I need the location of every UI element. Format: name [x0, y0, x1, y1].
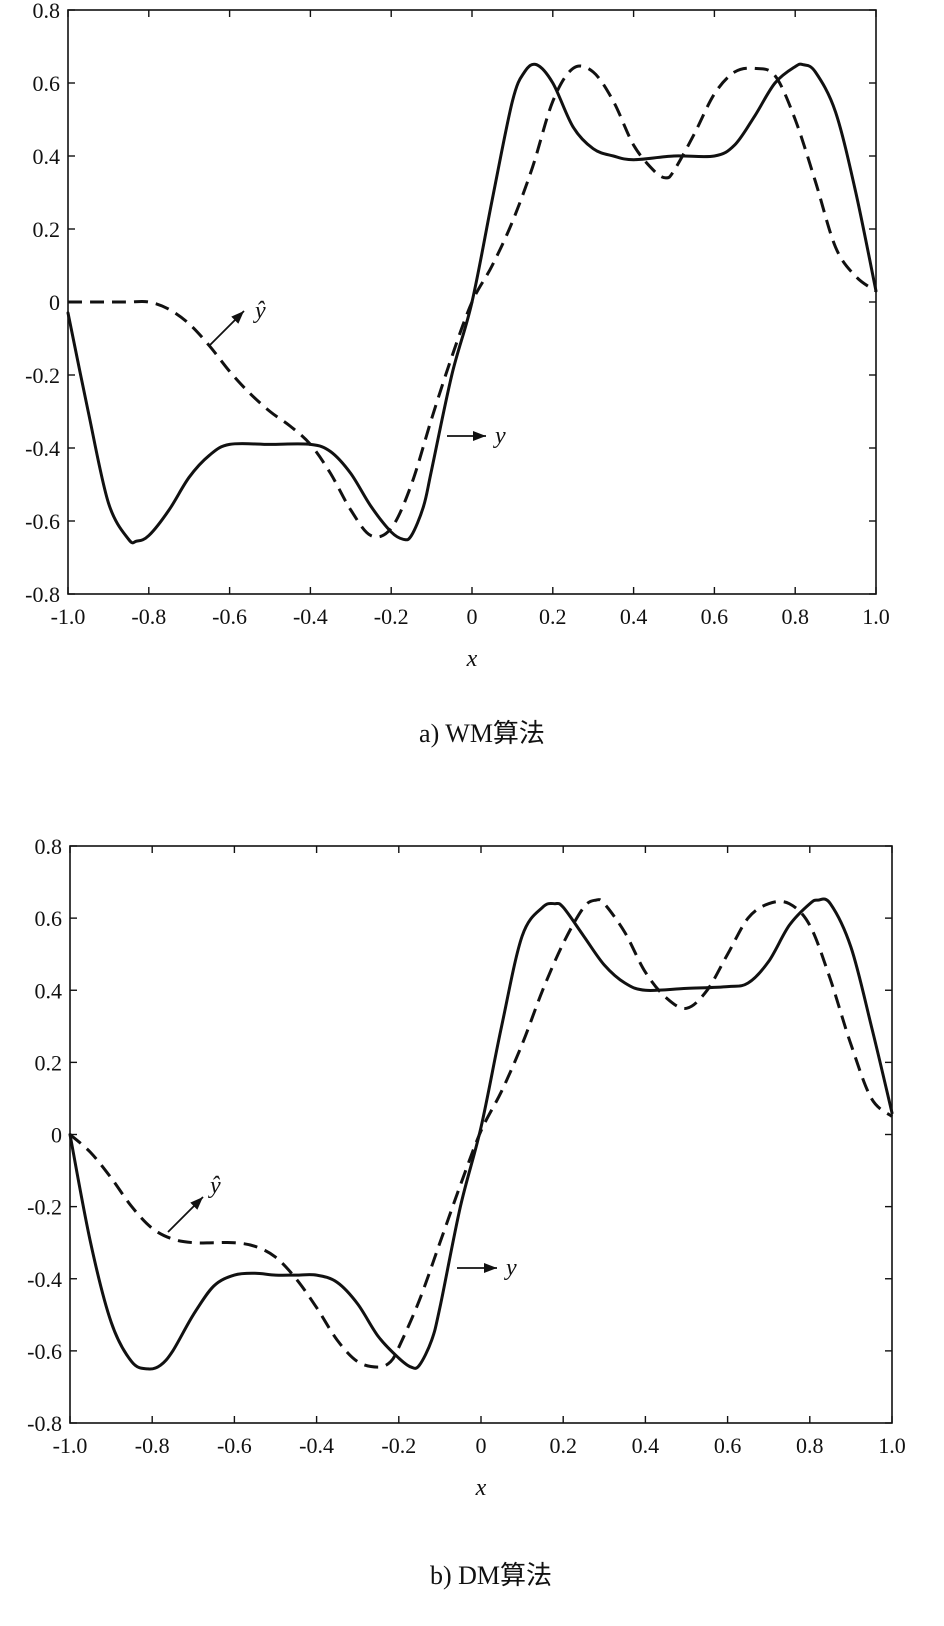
series-line-y [68, 897, 894, 1371]
y-tick-label: -0.6 [25, 509, 60, 534]
x-tick-label: -1.0 [53, 1433, 88, 1458]
chart-caption: a) WM算法 [419, 719, 545, 748]
x-axis-label: x [466, 646, 478, 672]
x-tick-label: 0.6 [714, 1433, 742, 1458]
y-tick-label: 0.6 [33, 71, 61, 96]
chart-panel-b: -1.0 -0.8 -0.6 -0.4 -0.2 0 0.2 0.4 0.6 0.8 1.00.80… [27, 834, 906, 1590]
x-tick-label: 0.2 [539, 604, 567, 629]
y-tick-label: -0.8 [25, 582, 60, 607]
y-tick-label: -0.8 [27, 1411, 62, 1436]
annotation-arrowhead-yhat [190, 1197, 203, 1210]
y-tick-label: -0.4 [27, 1267, 62, 1292]
x-axis-label: x [475, 1475, 487, 1501]
y-tick-label: 0 [51, 1123, 62, 1148]
x-tick-label: 1.0 [878, 1433, 906, 1458]
annotation-label-yhat: ŷ [208, 1173, 221, 1199]
annotation-arrowhead-y [473, 431, 486, 441]
x-tick-label: -1.0 [51, 604, 86, 629]
y-tick-label: 0.6 [35, 906, 63, 931]
y-tick-label: -0.6 [27, 1339, 62, 1364]
y-tick-label: -0.2 [27, 1195, 62, 1220]
y-tick-label: 0.8 [35, 834, 63, 859]
y-tick-label: 0.4 [35, 978, 63, 1003]
x-tick-label: -0.2 [381, 1433, 416, 1458]
series-line-yhat [69, 898, 893, 1369]
x-tick-label: -0.8 [135, 1433, 170, 1458]
x-tick-label: -0.8 [131, 604, 166, 629]
chart-panel-a: -1.0 -0.8 -0.6 -0.4 -0.2 0 0.2 0.4 0.6 0.8 1.00.80… [25, 0, 890, 748]
annotation-arrowhead-yhat [231, 311, 244, 324]
annotation-label-y: y [504, 1255, 517, 1281]
x-tick-label: -0.6 [217, 1433, 252, 1458]
y-tick-label: -0.2 [25, 363, 60, 388]
annotation-label-yhat: ŷ [253, 298, 266, 324]
series-line-yhat [68, 64, 877, 539]
x-tick-label: 0 [467, 604, 478, 629]
y-tick-label: 0.2 [35, 1050, 63, 1075]
x-tick-label: -0.6 [212, 604, 247, 629]
x-tick-label: 0.4 [620, 604, 648, 629]
x-tick-label: 0.4 [632, 1433, 660, 1458]
annotation-label-y: y [493, 423, 506, 449]
x-tick-label: 0.6 [701, 604, 729, 629]
y-tick-label: 0.2 [33, 217, 61, 242]
chart-caption: b) DM算法 [430, 1561, 552, 1590]
x-tick-label: 0.8 [796, 1433, 824, 1458]
x-tick-label: 1.0 [862, 604, 890, 629]
y-tick-label: 0.8 [33, 0, 61, 23]
x-tick-label: -0.2 [374, 604, 409, 629]
y-tick-label: 0.4 [33, 144, 61, 169]
x-tick-label: 0.2 [549, 1433, 577, 1458]
x-tick-label: -0.4 [299, 1433, 334, 1458]
x-tick-label: 0.8 [781, 604, 809, 629]
series-line-y [66, 62, 878, 545]
annotation-arrowhead-y [484, 1263, 497, 1273]
y-tick-label: 0 [49, 290, 60, 315]
y-tick-label: -0.4 [25, 436, 60, 461]
x-tick-label: -0.4 [293, 604, 328, 629]
x-tick-label: 0 [476, 1433, 487, 1458]
